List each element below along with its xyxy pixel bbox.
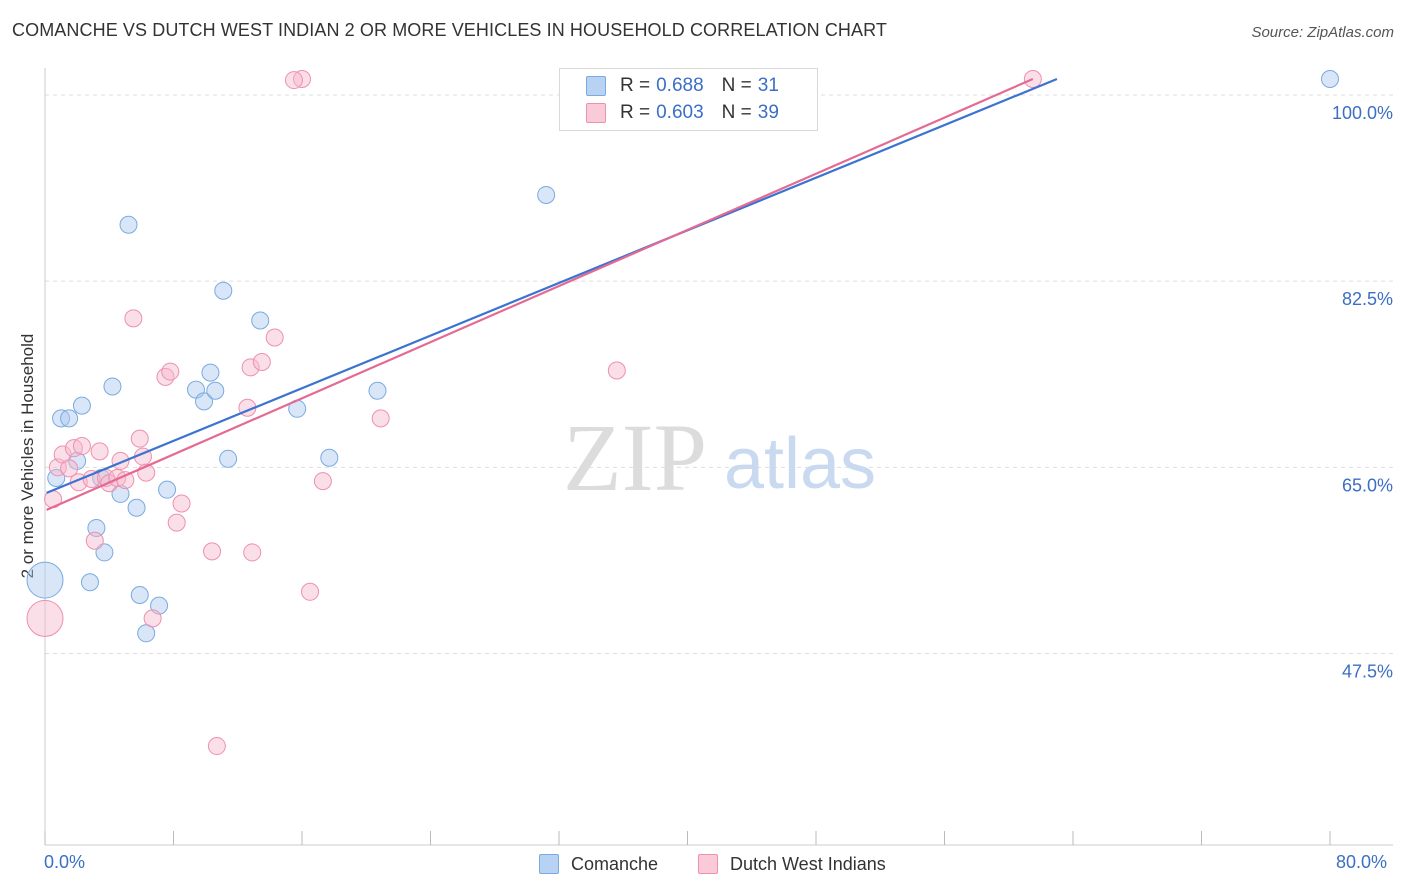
dutch-n-label: N = (721, 102, 752, 123)
dutch-point-10 (90, 442, 109, 461)
dutch-trend-line (46, 77, 1034, 511)
comanche-point-10 (103, 377, 122, 396)
dutch-point-21 (156, 367, 175, 386)
dutch-point-24 (172, 494, 191, 513)
dutch-point-26 (207, 737, 226, 756)
comanche-swatch-icon (586, 76, 606, 96)
dutch-point-33 (301, 582, 320, 601)
dutch-point-31 (265, 328, 284, 347)
dutch-point-22 (161, 362, 180, 381)
dutch-point-38 (284, 71, 303, 90)
comanche-point-22 (214, 281, 233, 300)
legend-label-dutch: Dutch West Indians (730, 853, 886, 874)
dutch-point-28 (241, 358, 260, 377)
comanche-r-value: 0.688 (656, 75, 704, 96)
dutch-point-25 (203, 542, 222, 561)
comanche-point-14 (130, 585, 149, 604)
dutch-swatch-icon (586, 103, 606, 123)
comanche-point-30 (1321, 70, 1339, 88)
comanche-point-19 (195, 392, 214, 411)
dutch-legend-icon (698, 854, 718, 874)
dutch-point-0 (26, 599, 64, 637)
watermark-zip: ZIP (563, 404, 707, 511)
comanche-point-21 (206, 381, 225, 400)
dutch-r-value: 0.603 (656, 102, 704, 123)
comanche-point-6 (80, 573, 99, 592)
legend-item-dutch[interactable]: Dutch West Indians (698, 851, 886, 877)
comanche-n-value: 31 (757, 75, 779, 96)
y-tick-labels: 47.5% 65.0% 82.5% 100.0% (1332, 103, 1393, 682)
comanche-point-15 (137, 624, 156, 643)
comanche-n-label: N = (721, 75, 752, 96)
comanche-point-28 (537, 185, 556, 204)
dutch-point-17 (130, 429, 149, 448)
comanche-point-12 (119, 215, 138, 234)
comanche-point-8 (95, 543, 114, 562)
comanche-point-20 (201, 363, 220, 382)
legend-label-comanche: Comanche (571, 853, 659, 874)
comanche-trend-line (46, 77, 1058, 494)
y-tick-label-0: 47.5% (1342, 662, 1393, 682)
dutch-point-36 (607, 361, 626, 380)
dutch-point-9 (85, 531, 104, 550)
comanche-point-23 (219, 449, 238, 468)
comanche-point-3 (60, 409, 79, 428)
comanche-point-26 (320, 448, 339, 467)
trend-lines (46, 77, 1058, 511)
dutch-r-label: R = (620, 102, 651, 123)
watermark: ZIP atlas (563, 404, 876, 511)
watermark-atlas: atlas (724, 424, 876, 504)
dutch-point-35 (371, 409, 390, 428)
y-tick-label-3: 100.0% (1332, 103, 1393, 123)
comanche-point-17 (158, 480, 177, 499)
stats-row-comanche: R = 0.688 N = 31 (560, 73, 779, 99)
dutch-point-16 (124, 309, 143, 328)
stats-box: R = 0.688 N = 31 R = 0.603 N = 39 (559, 68, 818, 131)
source-label: Source: ZipAtlas.com (1251, 24, 1394, 41)
comanche-point-0 (26, 561, 64, 599)
comanche-point-5 (72, 396, 91, 415)
dutch-point-20 (143, 609, 162, 628)
chart-title: COMANCHE VS DUTCH WEST INDIAN 2 OR MORE … (12, 20, 888, 40)
stats-row-dutch: R = 0.603 N = 39 (560, 100, 779, 126)
grid-lines (45, 94, 1393, 654)
comanche-r-label: R = (620, 75, 651, 96)
dutch-point-29 (243, 543, 262, 562)
dutch-point-30 (252, 352, 271, 371)
dutch-point-7 (72, 437, 91, 456)
y-tick-label-2: 82.5% (1342, 289, 1393, 309)
x-tick-max: 80.0% (1336, 852, 1388, 872)
x-tick-min: 0.0% (44, 852, 86, 872)
dutch-point-23 (167, 513, 186, 532)
y-tick-label-1: 65.0% (1342, 475, 1393, 495)
dutch-point-4 (60, 459, 79, 478)
axes (44, 68, 1393, 846)
dutch-point-15 (116, 471, 135, 490)
comanche-legend-icon (539, 854, 559, 874)
dutch-n-value: 39 (757, 102, 779, 123)
legend-item-comanche[interactable]: Comanche (539, 851, 658, 877)
comanche-point-24 (251, 311, 270, 330)
comanche-point-13 (127, 498, 146, 517)
comanche-point-27 (368, 381, 387, 400)
dutch-point-34 (313, 472, 332, 491)
